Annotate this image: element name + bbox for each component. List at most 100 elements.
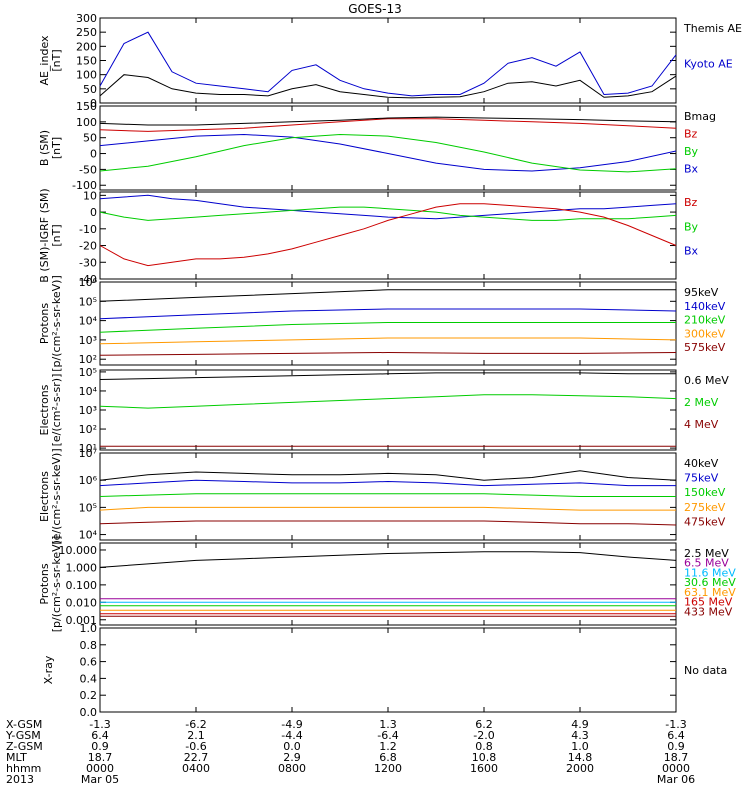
y-tick-label: 10 [83, 189, 97, 202]
footer-value: 0.8 [475, 740, 493, 753]
legend-label: 165 MeV [684, 596, 733, 609]
footer-value: 1.3 [379, 718, 397, 731]
series-line-0.6-mev [99, 372, 676, 380]
footer-value: 0.0 [283, 740, 301, 753]
series-line-themis-ae [99, 74, 677, 99]
legend-label: 475keV [684, 515, 726, 528]
legend-label: Themis AE [683, 22, 742, 35]
legend-label: 0.6 MeV [684, 374, 729, 387]
legend-label: By [684, 220, 699, 233]
y-tick-label: 0.8 [80, 639, 98, 652]
series-line-bz [99, 118, 677, 132]
legend-label: Kyoto AE [684, 58, 733, 71]
footer-value: 0000 [662, 762, 690, 775]
y-axis-label: X-ray [42, 655, 55, 684]
footer-value: 1600 [470, 762, 498, 775]
y-tick-label: 0.010 [66, 596, 98, 609]
y-axis-label: [p/(cm²-s-sr-keV)] [50, 275, 63, 372]
footer-row-label: MLT [6, 751, 27, 764]
footer-value: 0400 [182, 762, 210, 775]
y-tick-label: 10⁵ [79, 501, 97, 514]
legend-label: 75keV [684, 472, 719, 485]
panel-frame [99, 627, 677, 713]
legend-label: 95keV [684, 286, 719, 299]
footer-value: 6.8 [379, 751, 397, 764]
series-line-210kev [99, 322, 676, 333]
series-line-bx [99, 133, 677, 172]
y-tick-label: -50 [79, 163, 97, 176]
y-tick-label: 0.4 [80, 672, 98, 685]
panel-xray: 1.0 0.8 0.6 0.4 0.2 0.0 X-ray No data [42, 622, 727, 719]
legend-label: 575keV [684, 341, 726, 354]
y-axis-label: Electrons [38, 471, 51, 522]
y-tick-label: 0.6 [80, 656, 98, 669]
series-line-kyoto-ae [99, 31, 677, 97]
y-tick-label: 0 [90, 148, 97, 161]
y-tick-label: 10² [79, 353, 97, 366]
series-line-2.5-mev [99, 551, 677, 568]
y-tick-label: 50 [83, 83, 97, 96]
y-tick-label: 200 [76, 40, 97, 53]
footer-value: 0.9 [91, 740, 109, 753]
y-tick-label: 10³ [79, 334, 97, 347]
series-line-575kev [99, 351, 677, 356]
series-line-75kev [99, 479, 676, 487]
y-tick-label: -100 [72, 179, 97, 192]
y-tick-label: 10.000 [59, 544, 98, 557]
y-tick-label: 50 [83, 132, 97, 145]
y-axis-label: B (SM)-IGRF (SM) [38, 188, 51, 282]
legend-label: 300keV [684, 327, 726, 340]
y-tick-label: 10⁴ [79, 529, 98, 542]
footer-value: 2.1 [187, 729, 205, 742]
footer-value: -6.4 [377, 729, 398, 742]
legend-label: 275keV [684, 501, 726, 514]
footer-value: -4.4 [281, 729, 302, 742]
y-axis-label: [p/(cm²-s-sr-keV)] [50, 536, 63, 633]
legend-label: By [684, 145, 699, 158]
footer-row-label: 2013 [6, 773, 34, 786]
footer-value: 0000 [86, 762, 114, 775]
legend-label: 140keV [684, 300, 726, 313]
legend-label: 150keV [684, 486, 726, 499]
panel-frame [99, 369, 677, 451]
legend-label: Bz [684, 128, 698, 141]
y-tick-label: 10¹ [79, 442, 97, 455]
footer-value: 14.8 [568, 751, 593, 764]
y-tick-label: 0.001 [66, 614, 98, 627]
series-line-475kev [99, 520, 677, 526]
y-axis-label: Protons [38, 303, 51, 344]
legend-label: Bx [684, 245, 699, 258]
y-axis-label: [nT] [50, 49, 63, 71]
y-tick-label: -10 [79, 223, 97, 236]
series-line-2-mev [99, 394, 677, 409]
legend-label: 6.5 MeV [684, 557, 729, 570]
series-line-140kev [99, 308, 677, 320]
series-line-by [99, 133, 677, 173]
y-tick-label: 10⁵ [79, 295, 97, 308]
y-tick-label: 150 [76, 55, 97, 68]
y-tick-label: 10⁷ [79, 447, 97, 460]
footer-value: 10.8 [472, 751, 497, 764]
y-tick-label: 0.2 [80, 689, 98, 702]
y-axis-label: AE_index [38, 35, 51, 86]
legend-label: Bz [684, 196, 698, 209]
y-axis-label: [e/(cm²-s-sr-keV)] [50, 448, 63, 544]
footer-value: -1.3 [89, 718, 110, 731]
footer-value: 6.2 [475, 718, 493, 731]
y-tick-label: 10⁶ [79, 474, 98, 487]
y-tick-label: 0 [90, 206, 97, 219]
footer-row-label: Z-GSM [6, 740, 43, 753]
legend-label: 30.6 MeV [684, 576, 736, 589]
y-tick-label: 100 [76, 69, 97, 82]
y-axis-label: [e/(cm²-s-sr)] [50, 374, 63, 447]
panel-frame [99, 542, 677, 626]
y-tick-label: 100 [76, 116, 97, 129]
footer-value: 0.9 [667, 740, 685, 753]
footer-value: -2.0 [473, 729, 494, 742]
orbit-footer: X-GSM -1.3 -6.2 -4.9 1.3 6.2 4.9 -1.3 Y-GSM 6.4 2.… [5, 718, 695, 786]
panel-electrons1: 10⁵ 10⁴ 10³ 10² 10¹ Electrons [e/(cm²-s-sr)] 0.… [38, 366, 729, 455]
series-line-bmag [99, 116, 677, 126]
footer-value: -1.3 [665, 718, 686, 731]
chart-title: GOES-13 [348, 2, 402, 16]
